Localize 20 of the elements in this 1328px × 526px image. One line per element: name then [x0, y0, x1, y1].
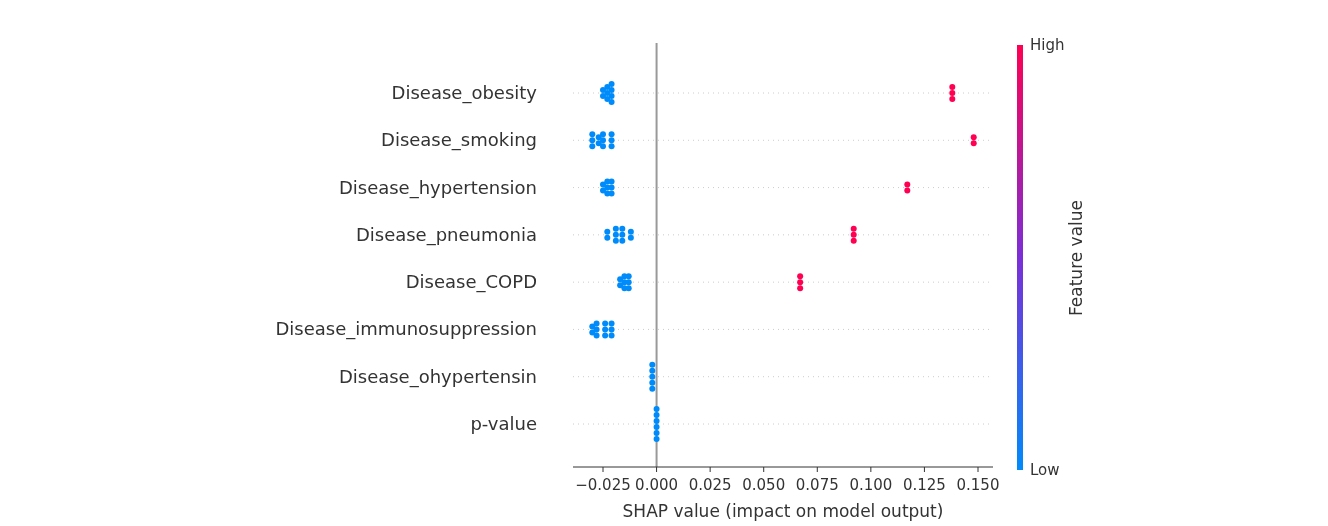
x-tick-label: 0.150: [956, 476, 1000, 494]
x-tick-label: 0.125: [902, 476, 946, 494]
y-tick-label: Disease_ohypertensin: [338, 365, 537, 388]
color-bar-title: Feature value: [1066, 199, 1086, 317]
y-tick-label: Disease_pneumonia: [355, 223, 537, 246]
y-tick-label: Disease_obesity: [391, 82, 538, 104]
y-tick-label: Disease_COPD: [405, 271, 537, 294]
color-bar-label: Low: [1030, 461, 1060, 479]
y-tick-label: Disease_immunosuppression: [275, 318, 537, 341]
color-bar-label: High: [1030, 36, 1065, 54]
x-axis-title: SHAP value (impact on model output): [622, 501, 944, 521]
x-tick-label: 0.075: [795, 476, 839, 494]
y-tick-label: p-value: [470, 413, 537, 434]
y-tick-label: Disease_smoking: [381, 129, 537, 152]
x-tick-label: 0.100: [849, 476, 893, 494]
y-tick-label: Disease_hypertension: [338, 176, 537, 199]
x-tick-label: 0.000: [635, 476, 679, 494]
x-tick-label: 0.025: [688, 476, 732, 494]
x-tick-label: −0.025: [575, 476, 631, 494]
x-tick-label: 0.050: [742, 476, 786, 494]
